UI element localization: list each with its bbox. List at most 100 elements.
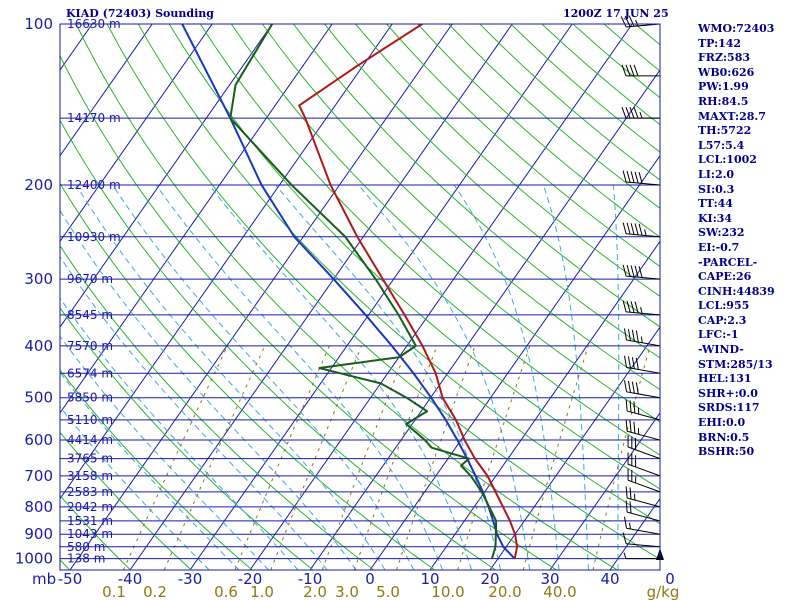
height-label: 7570 m xyxy=(67,339,113,353)
wind-barb-flag xyxy=(629,501,632,514)
sounding-index-line: LCL:955 xyxy=(698,299,750,313)
sounding-index-line: HEL:131 xyxy=(698,372,752,386)
wind-barb-flag xyxy=(638,171,643,184)
dry-adiabat-line xyxy=(261,24,660,391)
wind-barb-flag xyxy=(644,229,647,236)
isotherm-line xyxy=(60,24,213,243)
wind-barb-flag xyxy=(629,400,632,413)
dry-adiabat-line xyxy=(324,24,660,328)
temperature-tick-label: -20 xyxy=(238,570,263,588)
wind-barb-flag xyxy=(634,171,639,184)
sounding-time: 1200Z 17 JUN 25 xyxy=(563,7,669,20)
moist-adiabat-line xyxy=(75,184,386,570)
wind-barb-flag xyxy=(622,532,627,544)
sounding-index-line: TT:44 xyxy=(698,197,733,211)
wind-barb xyxy=(625,500,661,522)
height-label: 2583 m xyxy=(67,485,113,499)
wind-barb-flag xyxy=(633,421,636,434)
wind-barb-flag xyxy=(623,380,628,392)
sounding-index-line: CAP:2.3 xyxy=(698,313,747,327)
mixing-ratio-tick-label: 3.0 xyxy=(335,583,359,600)
wind-barb-flag xyxy=(623,355,628,368)
moist-adiabat-line xyxy=(60,297,299,570)
temperature-tick-label: -30 xyxy=(178,570,203,588)
mixing-ratio-tick-label: 20.0 xyxy=(488,583,521,600)
dry-adiabat-line xyxy=(60,182,435,570)
sounding-index-line: KI:34 xyxy=(698,211,733,225)
wind-barb-flag xyxy=(629,106,635,119)
moist-adiabat-lines xyxy=(60,184,620,570)
wind-barb-shaft xyxy=(626,527,661,535)
sounding-index-line: EHI:0.0 xyxy=(698,416,746,430)
temperature-trace xyxy=(298,24,519,559)
profile-lines xyxy=(181,24,519,560)
wind-barb-shaft xyxy=(627,430,661,441)
wind-barb-shaft xyxy=(626,275,661,280)
wind-barb-flag xyxy=(627,329,631,341)
mixing-ratio-tick-label: 40.0 xyxy=(543,583,576,600)
wind-barb-flag xyxy=(635,330,639,343)
wind-barb xyxy=(625,419,661,441)
wind-barb xyxy=(622,222,661,238)
height-label: 10930 m xyxy=(67,230,121,244)
isotherm-line xyxy=(369,154,660,570)
sounding-index-line: -PARCEL- xyxy=(698,255,758,269)
wind-barb-flag xyxy=(626,170,631,183)
wind-barb-flag xyxy=(633,401,636,414)
wind-barb-flag xyxy=(626,265,631,277)
isotherm-line xyxy=(60,24,273,329)
wind-barb-shaft xyxy=(626,181,661,186)
height-label: 4414 m xyxy=(67,433,113,447)
pressure-tick-label: 200 xyxy=(24,176,53,194)
isotherm-line xyxy=(60,24,393,500)
wind-barb-flag xyxy=(623,552,627,559)
wind-barb-flag xyxy=(624,15,631,27)
wind-barb-shaft xyxy=(627,479,661,493)
wind-barb-flag xyxy=(622,264,627,277)
wind-barb-flag xyxy=(626,300,631,313)
wind-barb xyxy=(621,106,660,119)
height-label: 1531 m xyxy=(67,514,113,528)
wind-barb xyxy=(627,468,661,493)
moist-adiabat-line xyxy=(275,184,502,570)
wind-barb-flag xyxy=(625,419,628,432)
sounding-index-line: PW:1.99 xyxy=(698,80,749,94)
moist-adiabat-line xyxy=(208,184,473,570)
mixing-ratio-line xyxy=(163,345,266,570)
mixing-ratio-line xyxy=(353,345,438,570)
wind-barb-flag xyxy=(625,500,628,513)
isotherm-line xyxy=(60,24,153,157)
height-label: 14170 m xyxy=(67,111,121,125)
wind-barb-shaft xyxy=(626,543,661,548)
wind-barb-flag xyxy=(625,64,631,76)
dry-adiabat-line xyxy=(386,24,660,268)
wind-barb-flag xyxy=(640,336,643,343)
wind-barb xyxy=(622,300,661,316)
moist-adiabat-line xyxy=(612,184,620,570)
moist-adiabat-line xyxy=(60,406,210,570)
wind-barbs xyxy=(620,15,664,566)
dewpoint-trace xyxy=(229,24,498,559)
temperature-tick-label: -50 xyxy=(58,570,83,588)
wind-barb-flag xyxy=(630,223,635,235)
wind-barb-flag xyxy=(631,357,635,369)
wind-barb-flag xyxy=(622,222,627,234)
temperature-tick-label: 10 xyxy=(420,570,439,588)
wind-barb-flag xyxy=(625,399,628,412)
wind-barb-shaft xyxy=(627,511,661,522)
sounding-index-line: TH:5722 xyxy=(698,124,752,138)
wind-barb-flag xyxy=(634,301,639,314)
wind-barb-flag xyxy=(640,307,643,314)
sounding-index-line: L57:5.4 xyxy=(698,138,745,152)
wind-barb-flag xyxy=(630,301,635,313)
mixing-ratio-tick-label: 2.0 xyxy=(303,583,327,600)
wind-barb xyxy=(622,532,661,548)
sounding-index-line: SHR+:0.0 xyxy=(698,386,758,400)
pressure-tick-label: 800 xyxy=(24,498,53,516)
dry-adiabat-line xyxy=(60,244,375,570)
sounding-index-line: FRZ:583 xyxy=(698,51,751,65)
mixing-ratio-line xyxy=(396,345,476,570)
mixing-ratio-tick-label: 0.2 xyxy=(143,583,167,600)
wind-barb-shaft xyxy=(627,410,661,421)
wind-barb xyxy=(623,552,660,560)
